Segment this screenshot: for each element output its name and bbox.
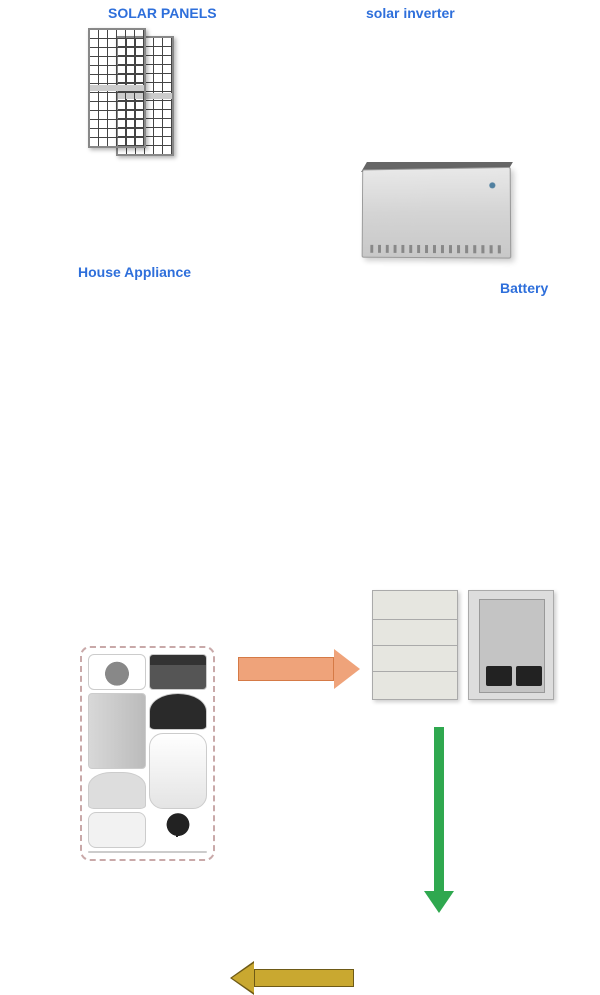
battery-label: Battery <box>500 280 548 296</box>
solar-panel-icon <box>88 28 146 148</box>
solar-inverter-node <box>360 168 520 273</box>
arrow-head-icon <box>232 963 254 993</box>
kettle-icon <box>88 772 146 808</box>
inverter-indicator-icon <box>489 182 495 188</box>
appliance-grid <box>88 654 207 853</box>
arrow-head-icon <box>424 891 454 913</box>
tv-icon <box>88 851 207 853</box>
battery-cell-icon <box>516 666 542 686</box>
rice-cooker-icon <box>149 693 207 729</box>
solar-inverter-label: solar inverter <box>366 5 455 21</box>
arrow-body-icon <box>254 969 354 987</box>
fridge-icon <box>88 693 146 769</box>
arrow-body-icon <box>238 657 334 681</box>
solar-panels-node <box>86 28 206 168</box>
battery-node <box>372 590 562 705</box>
inverter-vents-icon <box>370 245 504 254</box>
solar-panels-label: SOLAR PANELS <box>108 5 217 21</box>
battery-interior-icon <box>479 599 545 693</box>
arrow-body-icon <box>434 727 444 891</box>
air-conditioner-icon <box>88 812 146 848</box>
tower-ac-icon <box>149 733 207 809</box>
fan-icon <box>149 812 207 848</box>
house-appliance-label: House Appliance <box>78 264 191 280</box>
battery-cabinet-icon <box>372 590 458 700</box>
oven-icon <box>149 654 207 690</box>
arrow-head-icon <box>334 649 360 689</box>
inverter-body-icon <box>362 167 512 259</box>
washing-machine-icon <box>88 654 146 690</box>
house-appliance-node <box>80 646 215 861</box>
battery-cabinet-open-icon <box>468 590 554 700</box>
battery-cell-icon <box>486 666 512 686</box>
